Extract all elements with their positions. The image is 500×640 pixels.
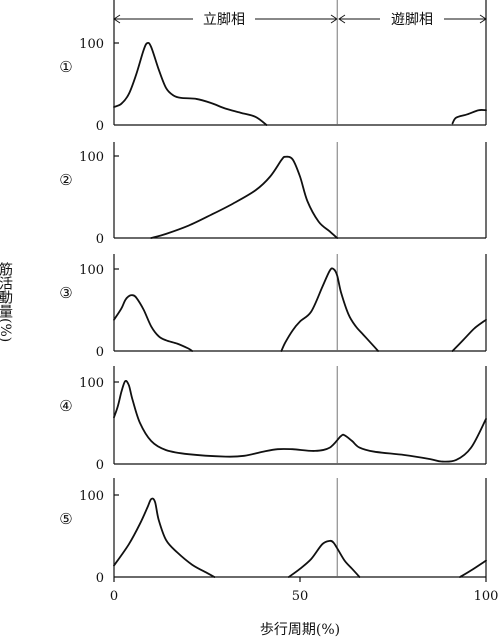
stance-phase-label: 立脚相 xyxy=(203,12,245,28)
y-tick-label: 0 xyxy=(96,119,104,134)
activity-curve xyxy=(451,318,487,352)
y-tick-label: 100 xyxy=(79,263,104,278)
activity-curve xyxy=(287,539,361,578)
panel-2: 100 0 ② xyxy=(59,142,487,247)
panel-4: 100 0 ④ xyxy=(59,366,487,473)
panel-marker: ⑤ xyxy=(59,510,72,528)
panel-3: 100 0 ③ xyxy=(59,254,487,360)
y-tick-label: 100 xyxy=(79,37,104,52)
activity-curve xyxy=(451,109,487,125)
phase-header: 立脚相 遊脚相 xyxy=(113,12,487,28)
activity-curve xyxy=(113,294,193,352)
x-tick-label: 100 xyxy=(474,589,499,604)
activity-curve xyxy=(113,497,216,578)
activity-curve xyxy=(280,267,379,352)
panel-1: 100 0 ① xyxy=(59,0,487,134)
activity-curve xyxy=(459,559,487,578)
activity-curve xyxy=(150,155,339,239)
activity-curve xyxy=(113,41,268,126)
y-tick-label: 0 xyxy=(96,345,104,360)
panel-marker: ② xyxy=(59,171,72,189)
x-axis-label: 歩行周期(%) xyxy=(260,622,340,638)
y-tick-label: 100 xyxy=(79,376,104,391)
y-tick-label: 100 xyxy=(79,150,104,165)
activity-curve xyxy=(113,380,487,463)
y-tick-label: 0 xyxy=(96,571,104,586)
panel-5: 100 0 ⑤ xyxy=(59,478,487,586)
panels: 100 0 ① 100 0 ② 100 0 ③ 100 0 ④ 100 0 ⑤ xyxy=(59,0,487,586)
swing-arrowhead-left xyxy=(338,14,346,24)
x-tick-label: 0 xyxy=(110,589,118,604)
x-axis-ticks: 0 50 100 xyxy=(110,589,499,604)
swing-phase-label: 遊脚相 xyxy=(391,12,433,28)
y-axis-label: 筋活動量(%) xyxy=(0,261,13,342)
y-tick-label: 100 xyxy=(79,489,104,504)
x-tick-label: 50 xyxy=(292,589,309,604)
y-tick-label: 0 xyxy=(96,458,104,473)
panel-marker: ① xyxy=(59,58,72,76)
panel-marker: ③ xyxy=(59,284,72,302)
y-tick-label: 0 xyxy=(96,232,104,247)
panel-marker: ④ xyxy=(59,397,72,415)
